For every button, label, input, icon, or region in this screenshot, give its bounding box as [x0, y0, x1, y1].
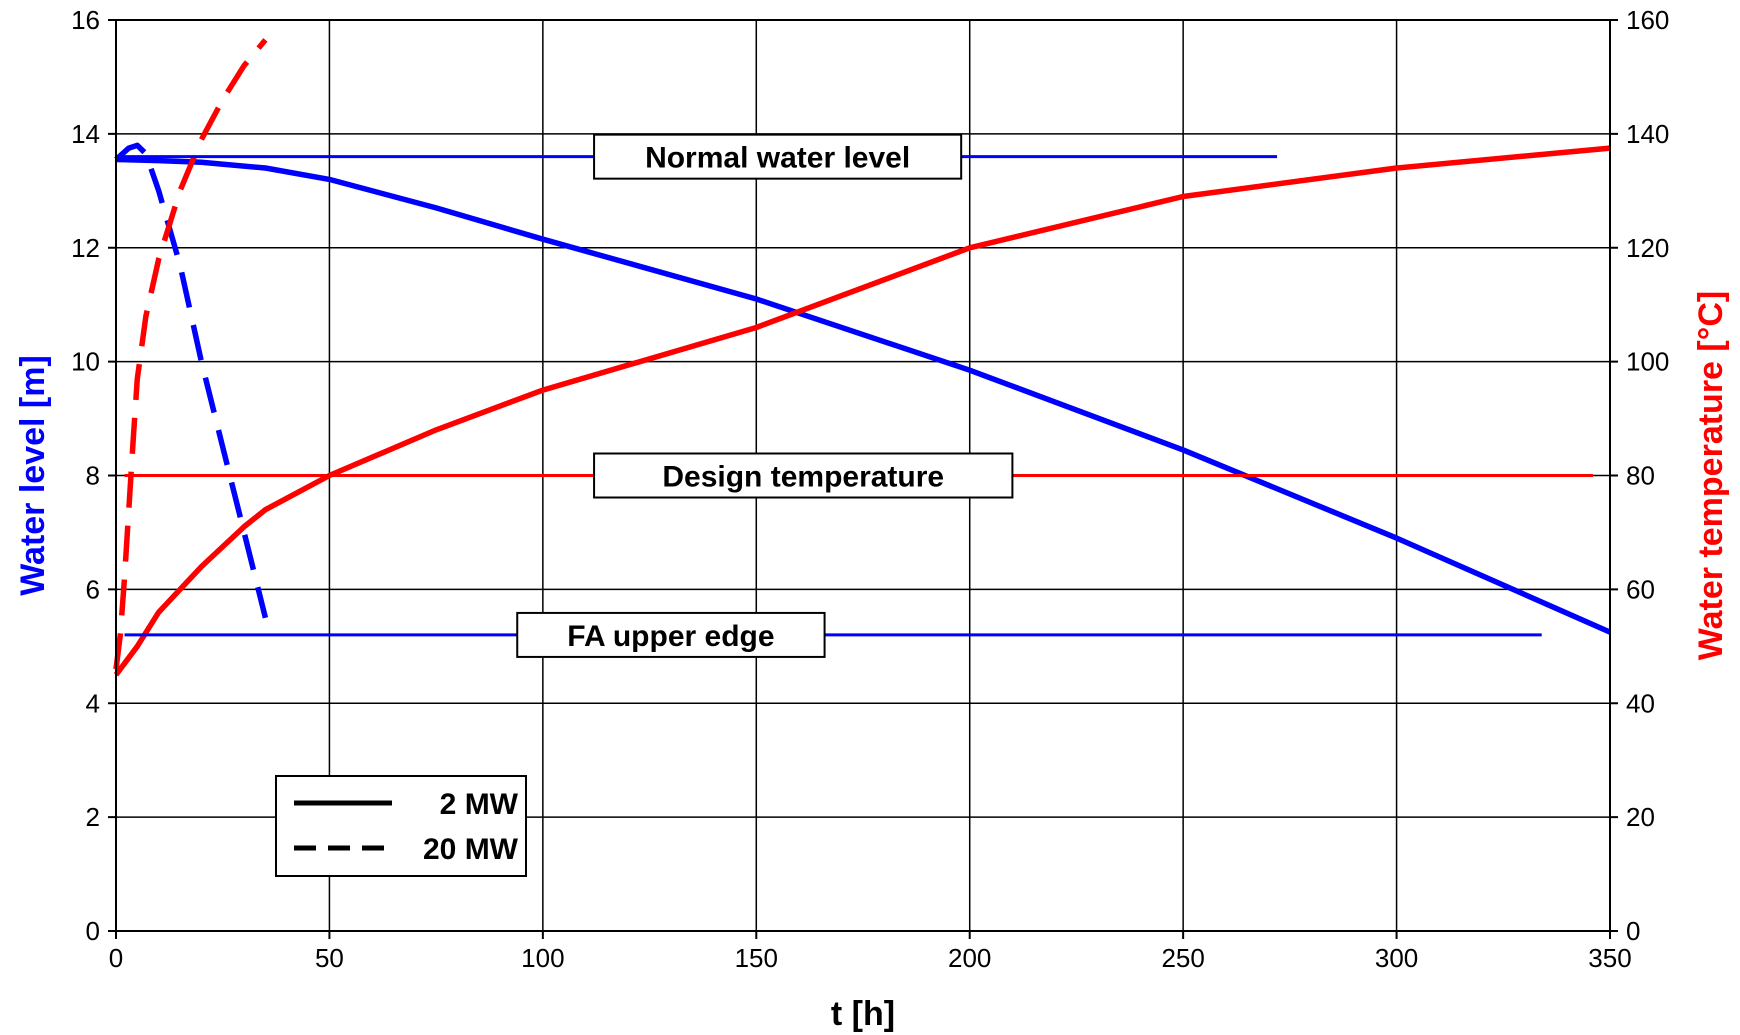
- y-left-tick-label: 4: [86, 688, 100, 718]
- legend-label-2mw: 2 MW: [440, 788, 519, 821]
- y-left-tick-label: 10: [71, 347, 100, 377]
- x-tick-label: 100: [521, 943, 564, 973]
- y-axis-left-title: Water level [m]: [14, 355, 52, 596]
- x-tick-label: 150: [735, 943, 778, 973]
- tick-labels: 0 50 100 150 200 250 300 3500246810121416020406…: [71, 5, 1669, 973]
- y-right-tick-label: 40: [1626, 688, 1655, 718]
- reference-label: Design temperature: [662, 461, 944, 494]
- reference-lines: Normal water level Design temperature FA u…: [116, 133, 1593, 658]
- legend-box: [275, 775, 527, 877]
- x-axis-title: t [h]: [831, 995, 895, 1033]
- y-right-tick-label: 120: [1626, 233, 1669, 263]
- y-left-tick-label: 16: [71, 5, 100, 35]
- y-left-tick-label: 8: [86, 461, 100, 491]
- series-line-temperature-2mw: [113, 145, 1611, 677]
- x-tick-label: 0: [109, 943, 123, 973]
- legend: 2 MW 20 MW: [275, 775, 527, 877]
- x-tick-label: 200: [948, 943, 991, 973]
- reference-label-box: [593, 133, 963, 180]
- y-left-tick-label: 0: [86, 916, 100, 946]
- reference-label-box: [593, 452, 1014, 499]
- series-layer: [113, 38, 1612, 677]
- y-right-tick-label: 0: [1626, 916, 1640, 946]
- y-right-tick-label: 100: [1626, 347, 1669, 377]
- x-tick-label: 250: [1161, 943, 1204, 973]
- x-tick-label: 350: [1588, 943, 1631, 973]
- legend-label-20mw: 20 MW: [423, 833, 519, 866]
- series-line-temperature-20mw: [113, 38, 268, 670]
- y-left-tick-label: 14: [71, 119, 100, 149]
- x-tick-label: 300: [1375, 943, 1418, 973]
- y-right-tick-label: 60: [1626, 574, 1655, 604]
- x-tick-label: 50: [315, 943, 344, 973]
- y-left-tick-label: 12: [71, 233, 100, 263]
- y-left-tick-label: 6: [86, 574, 100, 604]
- reference-label: Normal water level: [645, 142, 910, 175]
- y-right-tick-label: 20: [1626, 802, 1655, 832]
- y-right-tick-label: 80: [1626, 461, 1655, 491]
- y-left-tick-label: 2: [86, 802, 100, 832]
- y-right-tick-label: 140: [1626, 119, 1669, 149]
- reference-label: FA upper edge: [567, 620, 774, 653]
- reference-label-box: [516, 611, 826, 658]
- y-right-tick-label: 160: [1626, 5, 1669, 35]
- y-axis-right-title: Water temperature [°C]: [1692, 291, 1730, 660]
